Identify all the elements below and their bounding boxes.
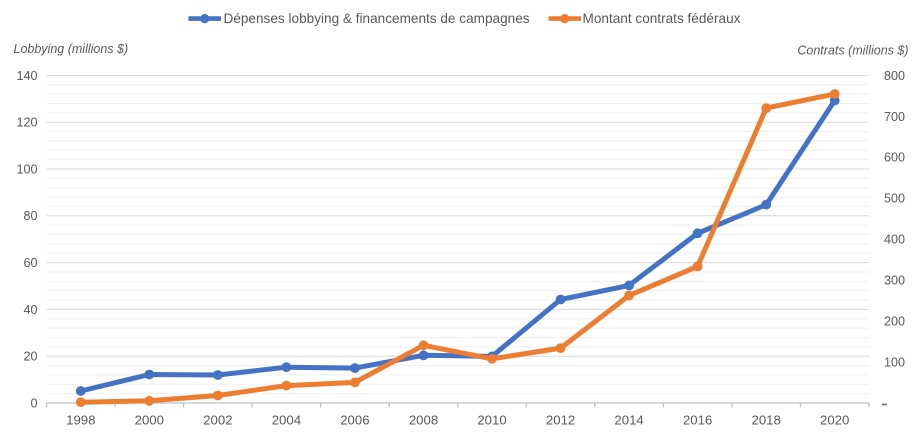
svg-text:100: 100 <box>16 162 37 176</box>
svg-text:2000: 2000 <box>135 413 164 428</box>
svg-text:Montant contrats fédéraux: Montant contrats fédéraux <box>583 11 741 26</box>
svg-text:Dépenses lobbying & financemen: Dépenses lobbying & financements de camp… <box>224 11 530 26</box>
svg-text:2004: 2004 <box>272 413 301 428</box>
svg-text:80: 80 <box>23 209 37 223</box>
svg-text:140: 140 <box>16 69 37 83</box>
svg-text:2006: 2006 <box>340 413 369 428</box>
svg-text:2010: 2010 <box>477 413 506 428</box>
svg-text:2002: 2002 <box>203 413 232 428</box>
svg-text:800: 800 <box>884 69 905 83</box>
svg-text:2020: 2020 <box>820 413 849 428</box>
svg-text:200: 200 <box>884 315 905 329</box>
svg-text:2012: 2012 <box>546 413 575 428</box>
svg-text:700: 700 <box>884 110 905 124</box>
svg-text:Lobbying (millions $): Lobbying (millions $) <box>14 42 129 56</box>
svg-text:1998: 1998 <box>66 413 95 428</box>
svg-text:40: 40 <box>23 303 37 317</box>
svg-text:20: 20 <box>23 350 37 364</box>
svg-text:400: 400 <box>884 233 905 247</box>
svg-text:100: 100 <box>884 356 905 370</box>
svg-text:2008: 2008 <box>409 413 438 428</box>
svg-text:120: 120 <box>16 116 37 130</box>
svg-text:300: 300 <box>884 274 905 288</box>
svg-text:2014: 2014 <box>614 413 643 428</box>
svg-text:60: 60 <box>23 256 37 270</box>
svg-text:2018: 2018 <box>752 413 781 428</box>
svg-text:2016: 2016 <box>683 413 712 428</box>
svg-text:500: 500 <box>884 192 905 206</box>
svg-text:0: 0 <box>30 396 37 410</box>
svg-text:600: 600 <box>884 151 905 165</box>
svg-text:Contrats (millions $): Contrats (millions $) <box>797 44 908 58</box>
